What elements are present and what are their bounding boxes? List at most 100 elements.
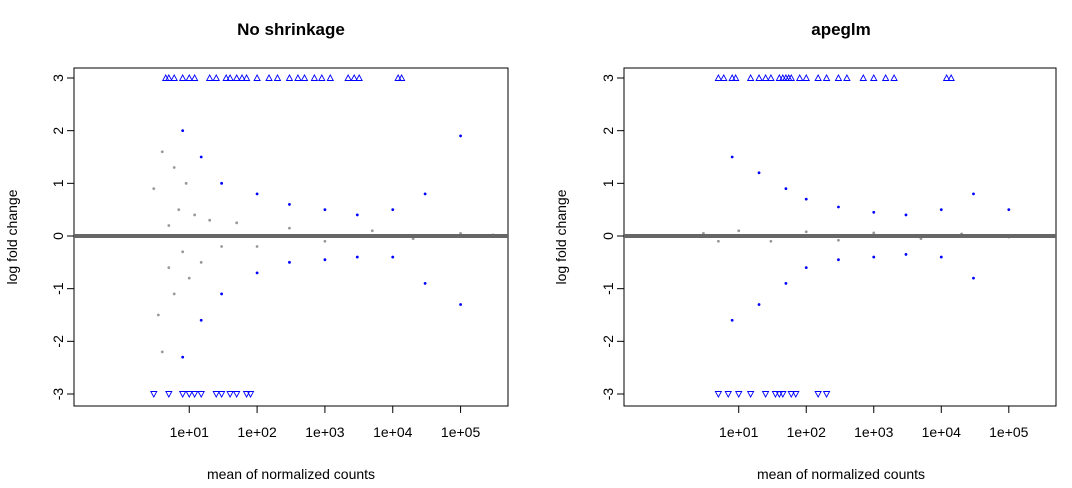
ma-plot-apeglm: apeglm mean of normalized counts log fol…	[553, 20, 1057, 482]
data-point	[199, 155, 203, 159]
clipped-point	[767, 74, 775, 81]
x-tick-label: 1e+04	[373, 424, 413, 440]
clipped-point	[226, 391, 234, 398]
y-tick-label: 1	[600, 179, 616, 187]
data-point	[391, 255, 395, 259]
data-point	[716, 239, 720, 243]
clipped-point	[226, 74, 234, 81]
data-point	[199, 260, 203, 264]
clipped-point	[755, 74, 763, 81]
clipped-point	[834, 74, 843, 81]
x-tick-label: 1e+03	[305, 424, 345, 440]
y-tick-label: 3	[600, 74, 616, 82]
clipped-point	[232, 74, 241, 81]
clipped-point	[253, 74, 261, 81]
series-not-significant	[152, 150, 495, 354]
y-tick-label: -1	[50, 282, 66, 295]
data-point	[769, 239, 773, 243]
clipped-point	[881, 74, 890, 81]
clipped-point	[197, 391, 205, 398]
data-point	[323, 239, 327, 243]
y-tick-label: -2	[50, 335, 66, 348]
data-point	[255, 271, 259, 275]
clipped-point	[185, 74, 194, 81]
x-tick-label: 1e+01	[170, 424, 210, 440]
data-point	[181, 129, 185, 133]
clipped-point	[242, 391, 251, 398]
clipped-point	[734, 391, 743, 398]
clipped-point	[310, 74, 319, 81]
chart-title: apeglm	[811, 20, 871, 39]
clipped-point	[190, 391, 199, 398]
data-point	[757, 171, 761, 175]
data-point	[172, 166, 176, 169]
clipped-point	[787, 74, 796, 81]
data-point	[181, 355, 185, 359]
clipped-point	[178, 391, 187, 398]
data-point	[288, 260, 291, 264]
y-tick-label: 0	[600, 232, 616, 240]
data-point	[423, 192, 427, 196]
y-axis-label: log fold change	[4, 189, 20, 284]
y-tick-label: 3	[50, 74, 66, 82]
clipped-point	[942, 74, 951, 81]
data-point	[355, 255, 359, 259]
data-point	[459, 134, 462, 138]
data-point	[872, 231, 876, 235]
clipped-point	[232, 391, 241, 398]
data-point	[837, 205, 840, 209]
clipped-point	[165, 74, 173, 81]
data-point	[152, 187, 156, 191]
clipped-point	[212, 74, 221, 81]
clipped-point	[719, 74, 728, 81]
data-point	[757, 303, 761, 306]
data-point	[288, 203, 291, 206]
clipped-point	[724, 391, 733, 398]
data-point	[184, 181, 188, 185]
clipped-point	[843, 74, 851, 81]
clipped-point	[178, 74, 187, 81]
clipped-point	[242, 74, 251, 81]
clipped-point	[165, 391, 173, 398]
data-point	[193, 213, 197, 217]
y-tick-label: 1	[50, 179, 66, 187]
clipped-point	[802, 74, 810, 81]
data-point	[220, 245, 224, 248]
data-point	[323, 208, 327, 212]
data-point	[235, 221, 239, 225]
y-tick-label: -3	[50, 388, 66, 401]
clipped-point	[822, 74, 831, 81]
data-point	[199, 318, 203, 322]
data-point	[804, 197, 808, 201]
data-point	[181, 250, 185, 254]
clipped-point	[792, 391, 800, 398]
data-point	[370, 229, 374, 233]
x-tick-label: 1e+04	[922, 424, 962, 440]
clipped-point	[761, 74, 770, 81]
clipped-point	[285, 74, 294, 81]
clipped-point	[714, 391, 723, 398]
y-tick-label: 0	[50, 232, 66, 240]
x-tick-label: 1e+02	[787, 424, 827, 440]
x-tick-label: 1e+02	[237, 424, 277, 440]
data-point	[255, 245, 259, 248]
data-point	[391, 208, 395, 212]
clipped-point	[170, 74, 178, 81]
clipped-point	[344, 74, 352, 81]
data-point	[972, 192, 975, 196]
ma-plot-no-shrinkage: No shrinkage mean of normalized counts l…	[4, 20, 509, 482]
x-axis-label: mean of normalized counts	[207, 466, 375, 482]
clipped-point	[859, 74, 868, 81]
y-axis-label: log fold change	[553, 189, 569, 284]
data-point	[904, 253, 908, 256]
x-tick-label: 1e+01	[719, 424, 759, 440]
clipped-point	[787, 391, 796, 398]
clipped-point	[870, 74, 878, 81]
data-point	[784, 282, 788, 285]
data-point	[784, 187, 788, 191]
clipped-point	[326, 74, 335, 81]
data-point	[872, 255, 876, 259]
data-point	[288, 226, 291, 230]
clipped-point	[731, 74, 740, 81]
